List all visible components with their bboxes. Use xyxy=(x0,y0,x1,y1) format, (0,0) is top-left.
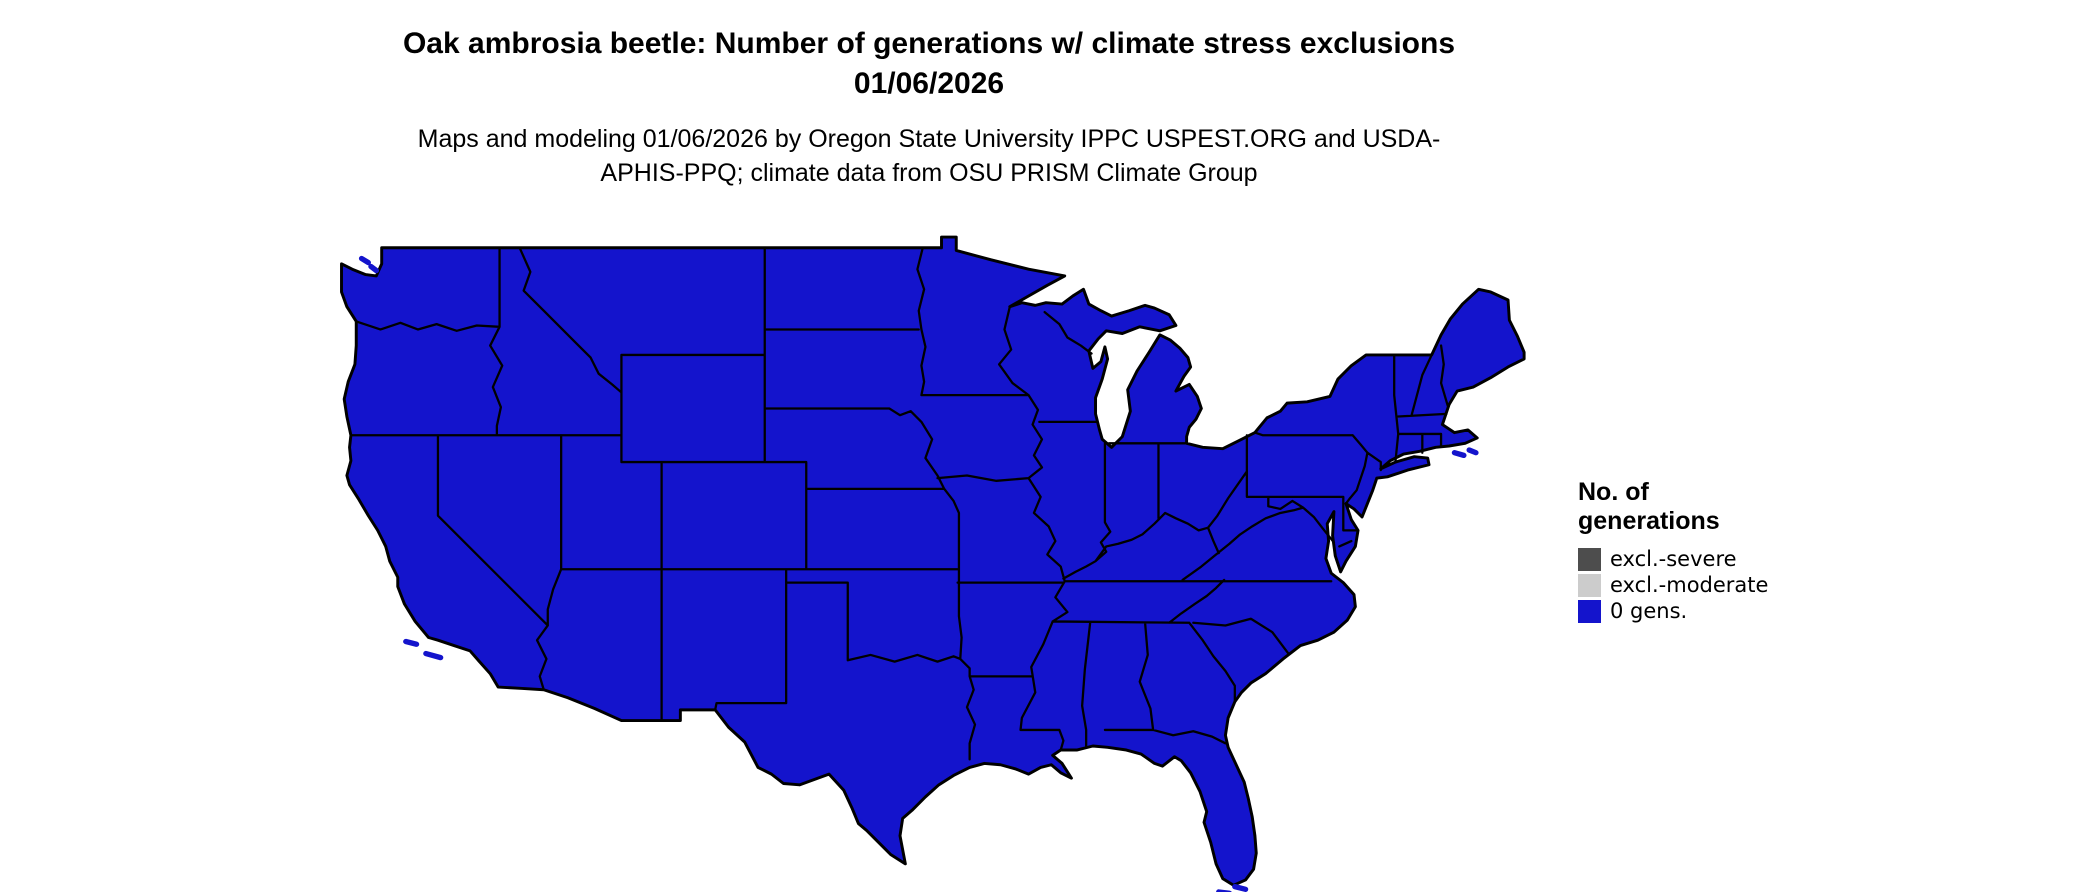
legend-item-excl-moderate: excl.-moderate xyxy=(1578,572,1838,598)
islands xyxy=(358,255,1479,892)
page-title: Oak ambrosia beetle: Number of generatio… xyxy=(402,27,1456,100)
legend-item-excl-severe: excl.-severe xyxy=(1578,546,1838,572)
legend-label-excl-severe: excl.-severe xyxy=(1610,547,1737,571)
legend-swatch-excl-moderate xyxy=(1578,573,1601,597)
us-outline xyxy=(340,235,1526,887)
legend-swatch-0-gens xyxy=(1578,599,1601,623)
legend-items: excl.-severe excl.-moderate 0 gens. xyxy=(1578,546,1838,624)
page-subtitle: Maps and modeling 01/06/2026 by Oregon S… xyxy=(417,125,1441,187)
legend: No. of generations excl.-severe excl.-mo… xyxy=(1578,478,1838,624)
legend-item-0-gens: 0 gens. xyxy=(1578,598,1838,624)
legend-title: No. of generations xyxy=(1578,478,1720,535)
legend-label-0-gens: 0 gens. xyxy=(1610,599,1688,623)
legend-swatch-excl-severe xyxy=(1578,547,1601,571)
state-borders xyxy=(349,246,1449,761)
legend-label-excl-moderate: excl.-moderate xyxy=(1610,573,1769,597)
